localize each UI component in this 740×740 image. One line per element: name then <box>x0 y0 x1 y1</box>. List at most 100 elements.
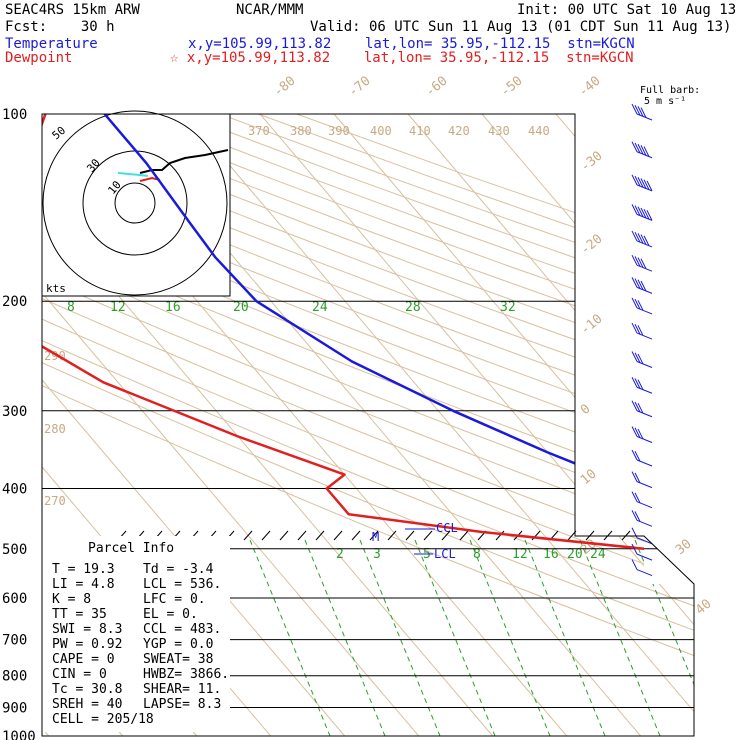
dry-adiabat-line <box>42 114 694 736</box>
barb-staff <box>636 553 653 561</box>
barb-flag <box>640 280 647 292</box>
dry-adiabat-line <box>42 114 694 736</box>
barb-flag <box>631 510 638 521</box>
isotherm-label: -50 <box>498 73 526 100</box>
barb-flag <box>634 324 641 335</box>
parcel-info-panel: Parcel Info T = 19.3 Td = -3.4 LI = 4.8 LCL… <box>42 536 230 732</box>
barb-flag <box>637 325 644 336</box>
barb-flag <box>637 257 644 268</box>
barb-flag <box>637 379 644 390</box>
barb-flag <box>634 205 641 216</box>
isotherm-label: 0 <box>578 402 594 419</box>
barb-flag <box>631 400 638 411</box>
mixing-ratio-label: 16 <box>543 547 559 562</box>
isotherm-label: 40 <box>693 597 715 619</box>
dry-adiabat-label: 420 <box>448 124 470 138</box>
wind-barbs <box>631 103 653 577</box>
wind-barb <box>631 297 653 315</box>
isotherm-label: -80 <box>271 73 299 100</box>
barb-flag <box>631 377 638 388</box>
parcel-info-value: K = 8 <box>52 592 91 607</box>
dry-adiabat-line <box>42 114 694 736</box>
parcel-info-value: SWI = 8.3 <box>52 622 122 637</box>
wind-barb <box>631 559 653 577</box>
mixing-ratio-label: 20 <box>233 300 249 315</box>
isotherm-line <box>481 114 694 736</box>
mixing-ratio-label: 12 <box>512 547 528 562</box>
wind-barb <box>631 141 653 159</box>
barb-staff <box>636 569 653 577</box>
barb-flag <box>643 146 650 157</box>
barb-flag <box>631 559 638 570</box>
hodograph-units: kts <box>46 282 66 295</box>
barb-flag <box>631 491 638 502</box>
barb-flag <box>634 256 641 267</box>
pressure-label: 500 <box>2 542 27 558</box>
barb-flag <box>637 206 644 217</box>
parcel-info-value: SREH = 40 <box>52 697 122 712</box>
ccl-label: CCL <box>436 521 458 535</box>
barb-flag <box>634 231 641 243</box>
isotherm-line <box>259 114 694 736</box>
barb-flag <box>640 258 647 269</box>
isotherm-label: -30 <box>578 148 606 175</box>
ground-hatch <box>405 530 415 541</box>
isotherm-label: -10 <box>578 311 606 338</box>
init-time: Init: 00 UTC Sat 10 Aug 13 <box>517 2 736 18</box>
pressure-label: 200 <box>2 294 27 310</box>
isotherm-line <box>629 114 694 736</box>
moist-adiabat-line <box>469 539 551 736</box>
barb-flag <box>631 103 638 115</box>
barb-flag <box>634 511 641 522</box>
barb-flag <box>640 107 647 118</box>
barb-flag <box>634 427 641 438</box>
mixing-ratio-label: 20 <box>567 547 583 562</box>
isotherm-line <box>42 114 420 736</box>
isotherm-label: -20 <box>578 231 606 258</box>
dry-adiabat-line <box>42 114 694 736</box>
barb-flag <box>637 402 644 414</box>
ground-hatch <box>333 530 343 541</box>
barb-flag <box>631 471 638 482</box>
barb-staff <box>636 307 653 315</box>
barb-flag <box>634 104 641 116</box>
m-label: M <box>372 530 379 544</box>
barb-flag <box>634 492 641 504</box>
mixing-ratio-label: 12 <box>110 300 126 315</box>
barb-flag <box>640 207 647 219</box>
dry-adiabat-line <box>42 114 694 736</box>
barb-flag <box>631 426 638 437</box>
barb-flag <box>631 254 638 266</box>
isotherm-label: -40 <box>576 73 604 100</box>
hodograph-ring-50 <box>42 110 228 296</box>
wind-barb <box>631 277 653 294</box>
isotherm-label: -60 <box>423 73 451 100</box>
dewpoint-legend: Dewpoint <box>5 50 72 66</box>
hodograph-ring-10 <box>114 182 156 224</box>
dry-adiabat-line <box>42 114 694 736</box>
dewpoint-location: ☆ x,y=105.99,113.82 lat,lon= 35.95,-112.… <box>170 50 634 66</box>
pressure-label: 300 <box>2 404 27 420</box>
barb-flag <box>643 179 650 190</box>
barb-flag <box>631 297 638 309</box>
parcel-info-value: PW = 0.92 <box>52 637 122 652</box>
ground-hatch <box>315 530 325 541</box>
pressure-label: 900 <box>2 701 27 717</box>
barb-flag <box>646 180 653 192</box>
wind-barb <box>631 491 653 509</box>
wind-barb <box>631 322 653 340</box>
hodograph-trace-low <box>117 172 149 177</box>
dry-adiabat-label: 410 <box>409 124 431 138</box>
ground-hatch <box>423 530 433 541</box>
ground-hatch <box>495 530 505 541</box>
barb-flag <box>640 145 647 156</box>
mixing-ratio-label: 24 <box>590 547 606 562</box>
barb-staff <box>636 436 653 443</box>
barb-flag <box>631 204 638 215</box>
plot-frame <box>41 113 695 737</box>
barb-flag <box>631 141 638 152</box>
barb-staff <box>636 537 653 545</box>
mixing-ratio-label: 3 <box>373 547 381 562</box>
dry-adiabat-label: 430 <box>488 124 510 138</box>
